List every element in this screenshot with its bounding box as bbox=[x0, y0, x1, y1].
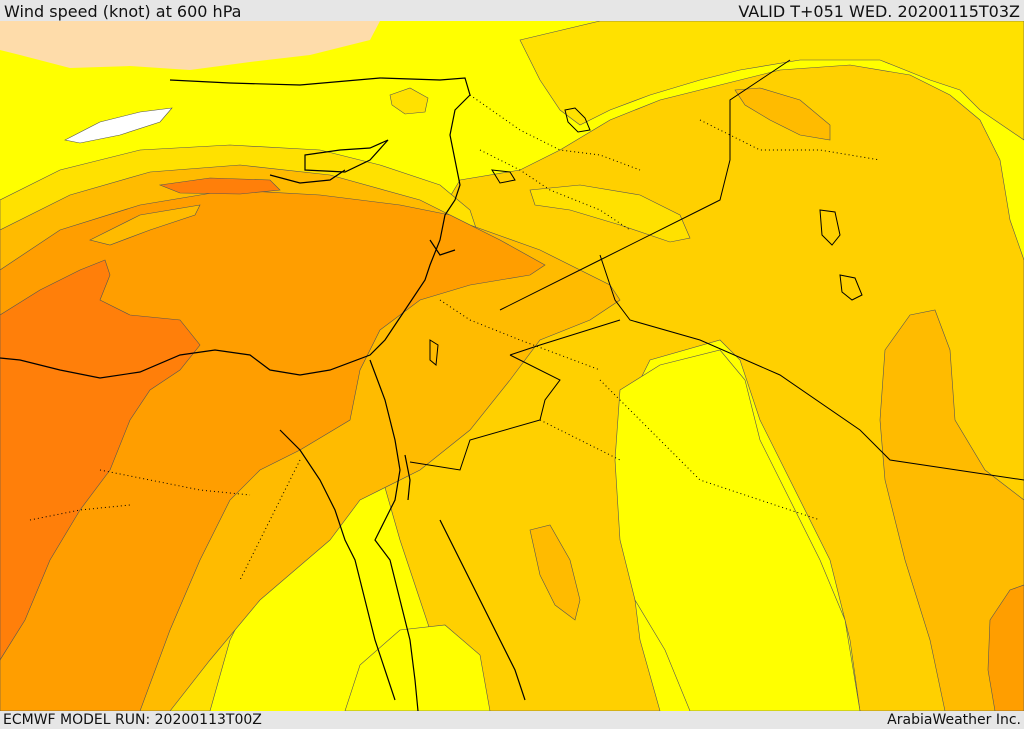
wind-band-mid-high-east bbox=[879, 309, 1024, 711]
model-run-label: ECMWF MODEL RUN: 20200113T00Z bbox=[3, 712, 262, 728]
coastlines bbox=[0, 77, 526, 711]
wind-speed-map bbox=[0, 21, 1024, 711]
wind-band-loop3 bbox=[389, 87, 429, 115]
wind-band-low-south bbox=[614, 349, 861, 711]
wind-band-loop2 bbox=[529, 184, 691, 243]
wind-band-very-light bbox=[0, 21, 380, 70]
map-header: Wind speed (knot) at 600 hPa VALID T+051… bbox=[0, 0, 1024, 21]
credit-label: ArabiaWeather Inc. bbox=[887, 712, 1021, 728]
map-title: Wind speed (knot) at 600 hPa bbox=[4, 2, 242, 21]
wind-band-loop bbox=[89, 204, 201, 246]
wind-band-very-high bbox=[0, 259, 201, 661]
wind-band-low-sw bbox=[344, 624, 491, 711]
wind-band-low-mid-north bbox=[519, 21, 1024, 141]
wind-band-mid-east bbox=[359, 64, 1024, 711]
country-borders bbox=[29, 94, 881, 581]
wind-band-mid-high-patch2 bbox=[529, 524, 581, 621]
wind-band-high-se bbox=[987, 584, 1024, 711]
wind-band-calm bbox=[64, 107, 173, 144]
lakes bbox=[429, 107, 863, 366]
valid-time-label: VALID T+051 WED. 20200115T03Z bbox=[738, 2, 1020, 21]
wind-band-mid-high-patch bbox=[734, 87, 831, 141]
map-footer: ECMWF MODEL RUN: 20200113T00Z ArabiaWeat… bbox=[0, 711, 1024, 729]
wind-band-very-high-north bbox=[158, 177, 281, 195]
boundary-lines bbox=[409, 59, 1024, 481]
map-canvas bbox=[0, 21, 1024, 711]
